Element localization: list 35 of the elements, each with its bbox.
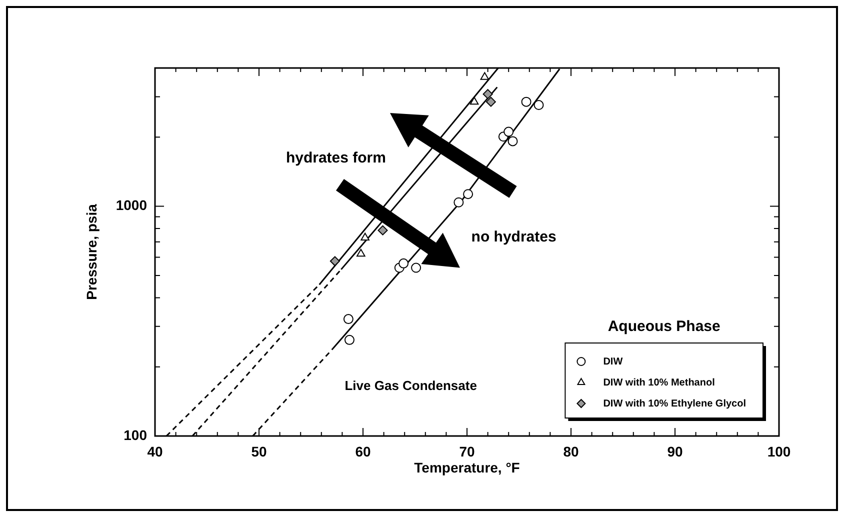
annotation: hydrates form — [286, 149, 386, 166]
x-tick-label: 50 — [251, 443, 267, 460]
point — [360, 232, 370, 240]
point — [470, 96, 479, 105]
legend-label: DIW with 10% Ethylene Glycol — [603, 398, 746, 410]
point — [343, 314, 354, 324]
point — [454, 197, 464, 208]
point — [344, 334, 354, 345]
point — [463, 189, 474, 200]
point — [504, 126, 514, 137]
annotation: no hydrates — [471, 228, 556, 246]
point — [482, 89, 493, 100]
x-tick-label: 100 — [767, 443, 791, 460]
point — [534, 100, 544, 110]
x-tick-label: 80 — [563, 443, 579, 460]
point — [356, 248, 366, 257]
annotation: Live Gas Condensate — [344, 378, 477, 393]
y-tick-label: 1000 — [116, 197, 148, 214]
x-tick-label: 90 — [667, 443, 683, 460]
point — [480, 72, 490, 80]
x-tick-label: 70 — [459, 443, 475, 460]
legend-label: DIW with 10% Methanol — [603, 377, 716, 388]
x-axis-title: Temperature, °F — [414, 459, 520, 476]
point — [330, 256, 340, 266]
point — [378, 225, 388, 236]
legend-label: DIW — [603, 356, 624, 368]
point — [508, 136, 518, 146]
legend-title: Aqueous Phase — [608, 318, 720, 336]
point — [521, 96, 532, 107]
y-axis-title: Pressure, psia — [83, 204, 100, 300]
point — [411, 262, 422, 273]
point — [486, 96, 496, 107]
x-tick-label: 60 — [355, 443, 371, 460]
point — [398, 258, 409, 268]
x-tick-label: 40 — [147, 443, 163, 460]
